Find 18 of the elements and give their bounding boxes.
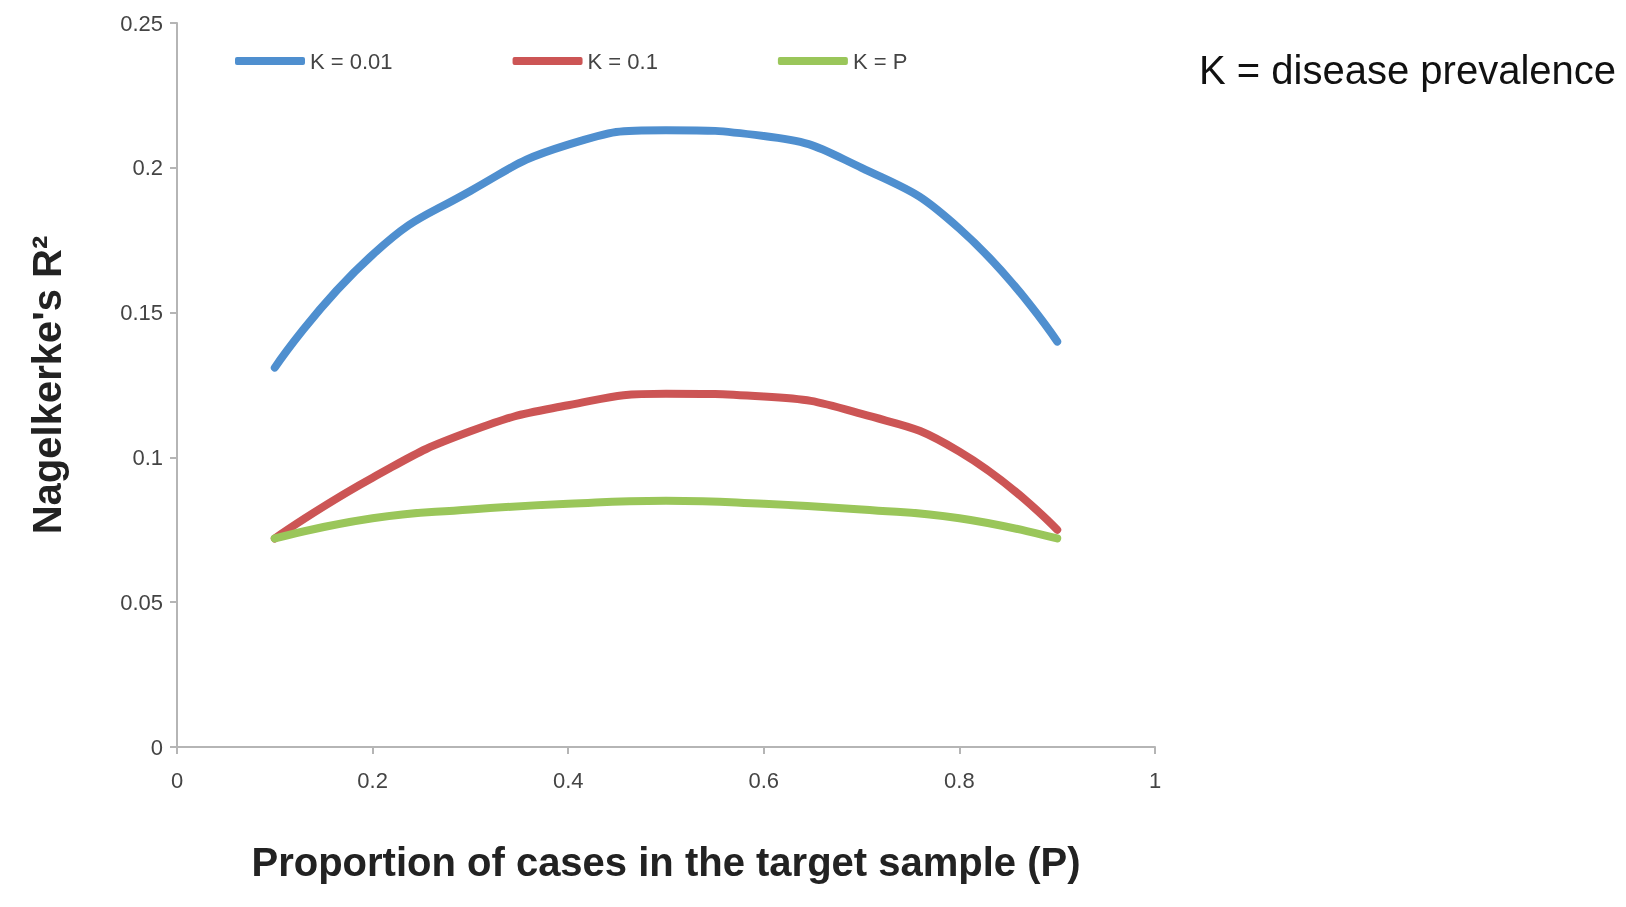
x-tick-label: 0 (170, 767, 184, 793)
x-tick-label: 0.4 (552, 767, 584, 793)
y-tick-label: 0.05 (120, 589, 163, 615)
x-tick-label: 0.8 (944, 767, 975, 793)
y-tick-label: 0.25 (120, 10, 163, 36)
x-tick-label: 0.6 (748, 767, 780, 793)
legend-label: K = 0.01 (310, 48, 393, 74)
legend-label: K = P (852, 48, 908, 74)
y-tick-label: 0.15 (120, 300, 163, 326)
legend-label: K = 0.1 (587, 48, 658, 74)
y-tick-label: 0.2 (132, 155, 163, 181)
text: K = disease prevalence (1199, 48, 1616, 92)
y-axis-title: Nagelkerke's R² (25, 235, 69, 535)
y-tick-label: 0.1 (132, 444, 163, 470)
x-tick-label: 1 (1148, 767, 1162, 793)
x-tick-label: 0.2 (357, 767, 388, 793)
x-axis-title: Proportion of cases in the target sample (P) (251, 840, 1081, 884)
y-tick-label: 0 (150, 734, 163, 760)
